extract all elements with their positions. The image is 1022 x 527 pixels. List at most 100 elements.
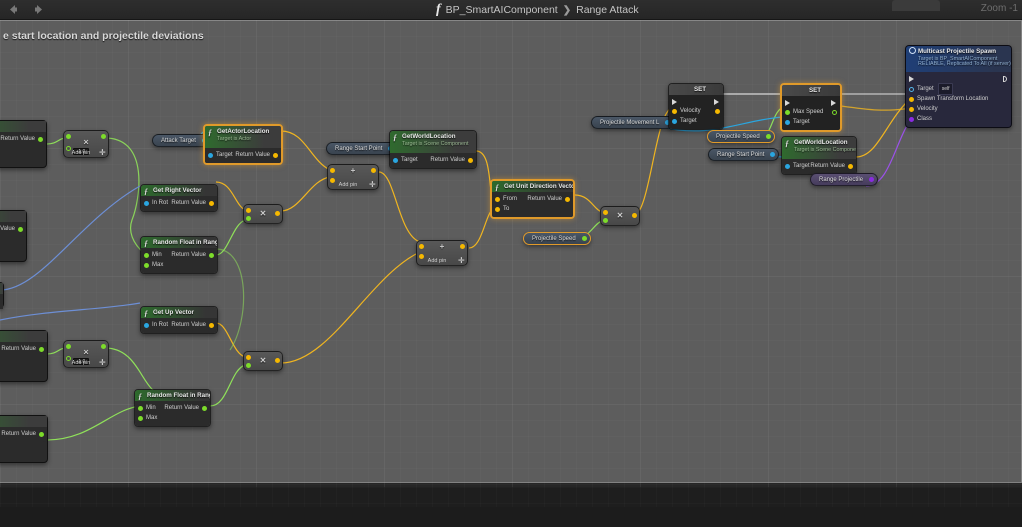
pin-from[interactable]	[495, 196, 500, 202]
variable-range-start-point-2[interactable]: Range Start Point	[708, 148, 780, 161]
node-stub-left-2[interactable]: Return Value	[0, 210, 27, 262]
pin-return-value[interactable]	[39, 346, 44, 352]
pin-multiply-b[interactable]	[246, 216, 251, 221]
pin-multiply-b[interactable]	[66, 146, 71, 151]
pin-return-value[interactable]	[848, 163, 853, 169]
pin-target[interactable]	[785, 163, 790, 169]
variable-range-start-point-1[interactable]: Range Start Point	[326, 142, 398, 155]
multiply-b-value[interactable]: -1.0	[73, 358, 89, 365]
variable-projectile-speed-1[interactable]: Projectile Speed	[523, 232, 591, 245]
pin-target[interactable]	[785, 119, 790, 125]
pin-max-speed[interactable]	[785, 109, 790, 115]
add-pin-icon[interactable]: ✛	[458, 255, 465, 265]
node-stub-left-3[interactable]: Return Value	[0, 330, 48, 382]
pin-in-rot[interactable]	[144, 200, 149, 206]
multiply-b-value[interactable]: -1.0	[73, 148, 89, 155]
pin-min[interactable]	[138, 405, 143, 411]
pin-exec-in[interactable]	[672, 99, 677, 105]
node-set-max-speed[interactable]: SET Max Speed Target	[780, 83, 842, 132]
node-random-float-in-range-1[interactable]: ƒ Random Float in Range Min Return Value…	[140, 236, 218, 274]
pin-multiply-a[interactable]	[66, 344, 71, 349]
pin-multiply-result[interactable]	[275, 211, 280, 216]
pin-return-value[interactable]	[18, 226, 23, 232]
node-multicast-projectile-spawn[interactable]: Multicast Projectile Spawn Target is BP_…	[905, 45, 1012, 128]
node-get-actor-location[interactable]: ƒ GetActorLocation Target is Actor Targe…	[203, 124, 283, 165]
node-stub-left-4[interactable]: Return Value	[0, 415, 48, 463]
pin-target-value[interactable]: self	[937, 83, 954, 95]
pin-return-value[interactable]	[468, 157, 473, 163]
pin-in-rot[interactable]	[144, 322, 149, 328]
node-get-right-vector[interactable]: ƒ Get Right Vector In Rot Return Value	[140, 184, 218, 212]
pin-multiply-result[interactable]	[101, 134, 106, 139]
breadcrumb-item-blueprint[interactable]: BP_SmartAIComponent	[445, 4, 558, 16]
pin-exec-in[interactable]	[909, 76, 914, 82]
pin-return-value[interactable]	[39, 431, 44, 437]
node-get-world-location-2[interactable]: ƒ GetWorldLocation Target is Scene Compo…	[781, 136, 857, 175]
pin-projectile-movement-out[interactable]	[665, 120, 671, 126]
add-node-1[interactable]: + Add pin ✛	[327, 164, 379, 190]
multiply-node-projectile-speed[interactable]: ✕	[600, 206, 640, 226]
pin-exec-in[interactable]	[785, 100, 790, 106]
pin-add-b[interactable]	[419, 254, 424, 259]
add-pin-label[interactable]: Add pin	[427, 258, 447, 264]
pin-spawn-transform-location[interactable]	[909, 96, 914, 102]
multiply-node-right-vector[interactable]: ✕	[243, 204, 283, 224]
pin-add-result[interactable]	[460, 244, 465, 249]
add-pin-icon[interactable]: ✛	[99, 357, 106, 367]
pin-return-value[interactable]	[209, 252, 214, 258]
pin-exec-out[interactable]	[714, 99, 719, 105]
pin-multiply-result[interactable]	[275, 358, 280, 363]
pin-return-value[interactable]	[273, 152, 278, 158]
pin-add-result[interactable]	[371, 168, 376, 173]
add-pin-label[interactable]: Add pin	[71, 150, 91, 156]
node-get-world-location-1[interactable]: ƒ GetWorldLocation Target is Scene Compo…	[389, 130, 477, 169]
pin-return-value[interactable]	[202, 405, 207, 411]
node-get-up-vector[interactable]: ƒ Get Up Vector In Rot Return Value	[140, 306, 218, 334]
pin-multiply-b[interactable]	[246, 363, 251, 368]
add-pin-icon[interactable]: ✛	[369, 179, 376, 189]
pin-target[interactable]	[208, 152, 213, 158]
pin-add-b[interactable]	[330, 178, 335, 183]
variable-projectile-movement[interactable]: Projectile Movement L	[591, 116, 675, 129]
node-random-float-in-range-2[interactable]: ƒ Random Float in Range Min Return Value…	[134, 389, 211, 427]
pin-velocity[interactable]	[909, 106, 914, 112]
multiply-node-negate-2[interactable]: ✕ -1.0 Add pin ✛	[63, 340, 109, 368]
pin-exec-out[interactable]	[1003, 76, 1007, 82]
pin-max[interactable]	[138, 415, 143, 421]
pin-multiply-result[interactable]	[632, 213, 637, 218]
multiply-node-negate-1[interactable]: ✕ -1.0 Add pin ✛	[63, 130, 109, 158]
pin-max[interactable]	[144, 262, 149, 268]
blueprint-graph-canvas[interactable]: e start location and projectile deviatio…	[0, 20, 1022, 507]
pin-multiply-a[interactable]	[246, 207, 251, 213]
pin-class[interactable]	[909, 116, 914, 122]
pin-add-a[interactable]	[419, 244, 424, 249]
variable-range-projectile[interactable]: Range Projectile	[810, 173, 879, 186]
forward-arrow-icon[interactable]	[31, 2, 46, 17]
pin-projectile-speed-out[interactable]	[581, 236, 587, 242]
pin-target[interactable]	[393, 157, 398, 163]
node-stub-left-1[interactable]: Return Value	[0, 120, 47, 168]
multiply-node-up-vector[interactable]: ✕	[243, 351, 283, 371]
pin-exec-out[interactable]	[831, 100, 836, 106]
add-node-2[interactable]: + Add pin ✛	[416, 240, 468, 266]
pin-add-a[interactable]	[330, 168, 335, 173]
pin-value-out[interactable]	[832, 109, 837, 115]
node-set-velocity[interactable]: SET Velocity Target	[668, 83, 724, 130]
pin-to[interactable]	[495, 206, 500, 212]
add-pin-icon[interactable]: ✛	[99, 147, 106, 157]
pin-multiply-b[interactable]	[603, 218, 608, 223]
pin-target[interactable]	[672, 118, 677, 124]
pin-projectile-speed-out[interactable]	[765, 134, 771, 140]
pin-range-start-point-out[interactable]	[770, 152, 776, 158]
pin-range-projectile-out[interactable]	[869, 177, 875, 183]
variable-projectile-speed-2[interactable]: Projectile Speed	[707, 130, 775, 143]
pin-return-value[interactable]	[565, 196, 570, 202]
pin-multiply-a[interactable]	[246, 354, 251, 360]
pin-multiply-b[interactable]	[66, 356, 71, 361]
pin-velocity[interactable]	[672, 108, 677, 114]
pin-return-value[interactable]	[38, 136, 43, 142]
pin-return-value[interactable]	[209, 322, 214, 328]
breadcrumb-item-graph[interactable]: Range Attack	[576, 4, 639, 16]
add-pin-label[interactable]: Add pin	[71, 360, 91, 366]
pin-value-out[interactable]	[715, 108, 720, 114]
